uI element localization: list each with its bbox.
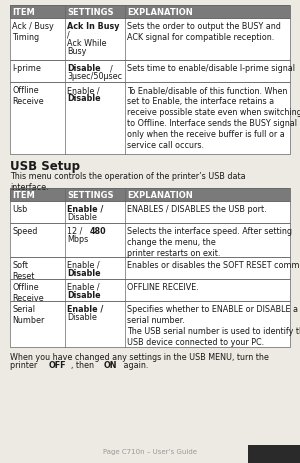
Text: Enable /: Enable / bbox=[67, 282, 100, 291]
Bar bbox=[10, 6, 290, 19]
Text: OFF: OFF bbox=[48, 361, 66, 369]
Text: /: / bbox=[110, 64, 113, 73]
Text: Sets time to enable/disable I-prime signal: Sets time to enable/disable I-prime sign… bbox=[127, 64, 295, 73]
Bar bbox=[10, 257, 290, 279]
Bar bbox=[10, 224, 290, 257]
Text: EXPLANATION: EXPLANATION bbox=[127, 8, 193, 17]
Bar bbox=[10, 83, 290, 155]
Text: Usb: Usb bbox=[13, 205, 28, 213]
Text: Disable: Disable bbox=[67, 269, 101, 278]
Text: Mbps: Mbps bbox=[67, 235, 88, 244]
Bar bbox=[10, 257, 290, 279]
Bar bbox=[10, 201, 290, 224]
Text: Enables or disables the SOFT RESET command.: Enables or disables the SOFT RESET comma… bbox=[127, 260, 300, 269]
Bar bbox=[10, 279, 290, 301]
Text: /: / bbox=[67, 31, 70, 39]
Text: printer: printer bbox=[10, 361, 40, 369]
Bar bbox=[10, 6, 290, 19]
Text: Enable /: Enable / bbox=[67, 205, 103, 213]
Text: Specifies whether to ENABLE or DISABLE a USB
serial number.
The USB serial numbe: Specifies whether to ENABLE or DISABLE a… bbox=[127, 304, 300, 346]
Text: again.: again. bbox=[121, 361, 149, 369]
Text: Disable: Disable bbox=[67, 64, 101, 73]
Text: Serial
Number: Serial Number bbox=[13, 304, 45, 325]
Text: SETTINGS: SETTINGS bbox=[67, 191, 114, 200]
Text: Enable /: Enable / bbox=[67, 260, 100, 269]
Text: 3μsec/50μsec: 3μsec/50μsec bbox=[67, 72, 122, 81]
Text: ENABLES / DISABLES the USB port.: ENABLES / DISABLES the USB port. bbox=[127, 205, 267, 213]
Text: 12 /: 12 / bbox=[67, 226, 85, 236]
Text: Speed: Speed bbox=[13, 226, 38, 236]
Bar bbox=[10, 224, 290, 257]
Text: ITEM: ITEM bbox=[13, 191, 35, 200]
Text: Ack While: Ack While bbox=[67, 39, 106, 48]
Text: ITEM: ITEM bbox=[13, 8, 35, 17]
Text: Offline
Receive: Offline Receive bbox=[13, 282, 44, 302]
Text: Disable: Disable bbox=[67, 94, 101, 103]
Text: This menu controls the operation of the printer’s USB data
interface.: This menu controls the operation of the … bbox=[10, 172, 246, 192]
Text: SETTINGS: SETTINGS bbox=[67, 8, 114, 17]
Text: Busy: Busy bbox=[67, 47, 86, 56]
Text: Enable /: Enable / bbox=[67, 86, 100, 95]
Text: EXPLANATION: EXPLANATION bbox=[127, 191, 193, 200]
Bar bbox=[10, 301, 290, 347]
Bar bbox=[10, 279, 290, 301]
Text: Disable: Disable bbox=[67, 291, 101, 300]
Bar bbox=[10, 188, 290, 201]
Bar bbox=[248, 445, 300, 463]
Text: Disable: Disable bbox=[67, 313, 97, 322]
Bar bbox=[10, 201, 290, 224]
Text: Enable /: Enable / bbox=[67, 304, 103, 313]
Bar bbox=[10, 83, 290, 155]
Text: Offline
Receive: Offline Receive bbox=[13, 86, 44, 106]
Text: ON: ON bbox=[104, 361, 117, 369]
Text: To Enable/disable of this function. When
set to Enable, the interface retains a
: To Enable/disable of this function. When… bbox=[127, 86, 300, 150]
Text: When you have changed any settings in the USB MENU, turn the: When you have changed any settings in th… bbox=[10, 352, 269, 361]
Text: Soft
Reset: Soft Reset bbox=[13, 260, 35, 281]
Text: USB Setup: USB Setup bbox=[10, 160, 80, 173]
Text: Disable: Disable bbox=[67, 213, 97, 222]
Text: Page C710n – User’s Guide: Page C710n – User’s Guide bbox=[103, 448, 197, 454]
Text: 480: 480 bbox=[90, 226, 107, 236]
Bar bbox=[10, 61, 290, 83]
Text: , then: , then bbox=[71, 361, 97, 369]
Text: Ack / Busy
Timing: Ack / Busy Timing bbox=[13, 22, 54, 42]
Text: Ack In Busy: Ack In Busy bbox=[67, 22, 120, 31]
Bar bbox=[10, 19, 290, 61]
Text: Selects the interface speed. After setting
change the menu, the
printer restarts: Selects the interface speed. After setti… bbox=[127, 226, 292, 257]
Text: OFFLINE RECEIVE.: OFFLINE RECEIVE. bbox=[127, 282, 199, 291]
Text: I-prime: I-prime bbox=[13, 64, 41, 73]
Bar bbox=[10, 61, 290, 83]
Text: Sets the order to output the BUSY and
ACK signal for compatible reception.: Sets the order to output the BUSY and AC… bbox=[127, 22, 281, 42]
Bar bbox=[10, 301, 290, 347]
Bar bbox=[10, 19, 290, 61]
Bar bbox=[10, 188, 290, 201]
